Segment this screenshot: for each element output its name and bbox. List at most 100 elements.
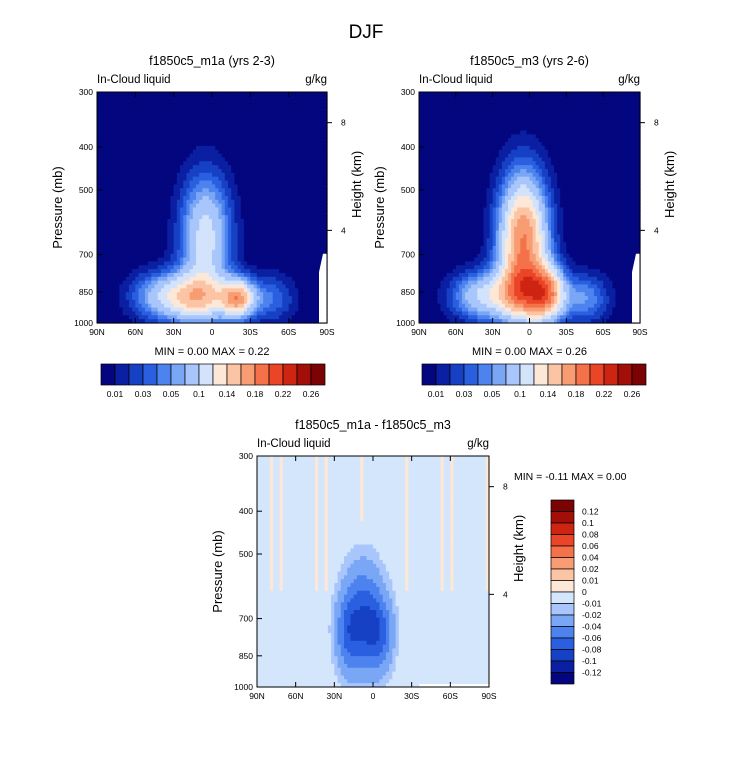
heatmap-cell <box>259 157 264 162</box>
heatmap-cell <box>307 192 312 197</box>
heatmap-cell <box>173 284 178 289</box>
heatmap-cell <box>288 103 293 108</box>
panel-title: f1850c5_m1a (yrs 2-3) <box>149 54 275 68</box>
heatmap-cell <box>259 184 264 189</box>
heatmap-cell <box>314 234 319 239</box>
heatmap-cell <box>199 122 204 128</box>
heatmap-cell <box>256 149 261 155</box>
heatmap-cell <box>106 234 111 239</box>
heatmap-cell <box>269 253 274 259</box>
heatmap-cell <box>259 118 264 124</box>
heatmap-cell <box>97 153 101 159</box>
heatmap-cell <box>304 157 309 162</box>
heatmap-cell <box>291 226 296 232</box>
heatmap-cell <box>218 226 223 232</box>
heatmap-cell <box>196 246 200 251</box>
heatmap-cell <box>295 157 299 162</box>
heatmap-cell <box>125 192 130 197</box>
heatmap-cell <box>176 142 181 147</box>
heatmap-cell <box>122 130 127 135</box>
heatmap-cell <box>291 130 296 135</box>
heatmap-cell <box>103 219 108 224</box>
heatmap-cell <box>116 92 120 97</box>
heatmap-cell <box>170 107 175 112</box>
heatmap-cell <box>148 126 152 132</box>
heatmap-cell <box>135 172 140 178</box>
heatmap-cell <box>135 238 140 243</box>
heatmap-cell <box>240 180 245 185</box>
heatmap-cell <box>323 219 328 224</box>
colorbar-label: 0.1 <box>193 389 205 399</box>
heatmap-cell <box>269 234 274 239</box>
heatmap-cell <box>212 222 216 228</box>
heatmap-cell <box>154 165 159 170</box>
heatmap-cell <box>164 169 168 174</box>
heatmap-cell <box>100 253 104 259</box>
heatmap-cell <box>263 157 267 162</box>
heatmap-cell <box>116 265 120 270</box>
heatmap-cell <box>227 145 232 151</box>
heatmap-cell <box>298 157 303 162</box>
heatmap-cell <box>285 265 290 270</box>
heatmap-cell <box>135 103 140 108</box>
heatmap-cell <box>170 246 175 251</box>
heatmap-cell <box>212 145 216 151</box>
heatmap-cell <box>103 188 108 193</box>
heatmap-cell <box>180 280 184 286</box>
heatmap-cell <box>173 130 178 135</box>
heatmap-cell <box>157 153 162 159</box>
heatmap-cell <box>215 192 219 197</box>
heatmap-cell <box>266 246 271 251</box>
heatmap-cell <box>323 169 328 174</box>
heatmap-cell <box>269 215 274 220</box>
heatmap-cell <box>160 103 165 108</box>
heatmap-cell <box>263 188 267 193</box>
heatmap-cell <box>205 192 210 197</box>
heatmap-cell <box>192 261 197 266</box>
heatmap-cell <box>154 142 159 147</box>
heatmap-cell <box>196 296 200 301</box>
heatmap-cell <box>122 192 127 197</box>
heatmap-cell <box>314 230 319 236</box>
heatmap-cell <box>112 134 117 139</box>
heatmap-cell <box>132 199 136 205</box>
heatmap-cell <box>173 230 178 236</box>
heatmap-cell <box>132 95 136 101</box>
heatmap-cell <box>279 261 283 266</box>
heatmap-cell <box>196 257 200 262</box>
heatmap-cell <box>215 138 219 143</box>
heatmap-cell <box>272 192 277 197</box>
heatmap-cell <box>167 280 172 286</box>
heatmap-cell <box>106 307 111 313</box>
heatmap-cell <box>151 288 156 293</box>
heatmap-cell <box>253 238 258 243</box>
heatmap-cell <box>259 257 264 262</box>
heatmap-cell <box>106 138 111 143</box>
heatmap-cell <box>119 161 124 166</box>
heatmap-cell <box>202 242 207 247</box>
heatmap-cell <box>218 222 223 228</box>
heatmap-cell <box>234 257 239 262</box>
heatmap-cell <box>132 257 136 262</box>
heatmap-cell <box>221 238 226 243</box>
heatmap-cell <box>167 115 172 120</box>
heatmap-cell <box>288 276 293 282</box>
heatmap-cell <box>215 242 219 247</box>
heatmap-cell <box>266 242 271 247</box>
heatmap-cell <box>279 145 283 151</box>
heatmap-cell <box>170 238 175 243</box>
heatmap-cell <box>186 265 191 270</box>
heatmap-cell <box>122 169 127 174</box>
heatmap-cell <box>307 207 312 212</box>
heatmap-cell <box>314 157 319 162</box>
heatmap-cell <box>285 226 290 232</box>
heatmap-cell <box>160 222 165 228</box>
heatmap-cell <box>250 103 255 108</box>
heatmap-cell <box>164 134 168 139</box>
heatmap-cell <box>307 249 312 255</box>
heatmap-cell <box>256 107 261 112</box>
heatmap-cell <box>288 246 293 251</box>
heatmap-cell <box>144 276 149 282</box>
heatmap-cell <box>186 253 191 259</box>
heatmap-cell <box>192 211 197 216</box>
